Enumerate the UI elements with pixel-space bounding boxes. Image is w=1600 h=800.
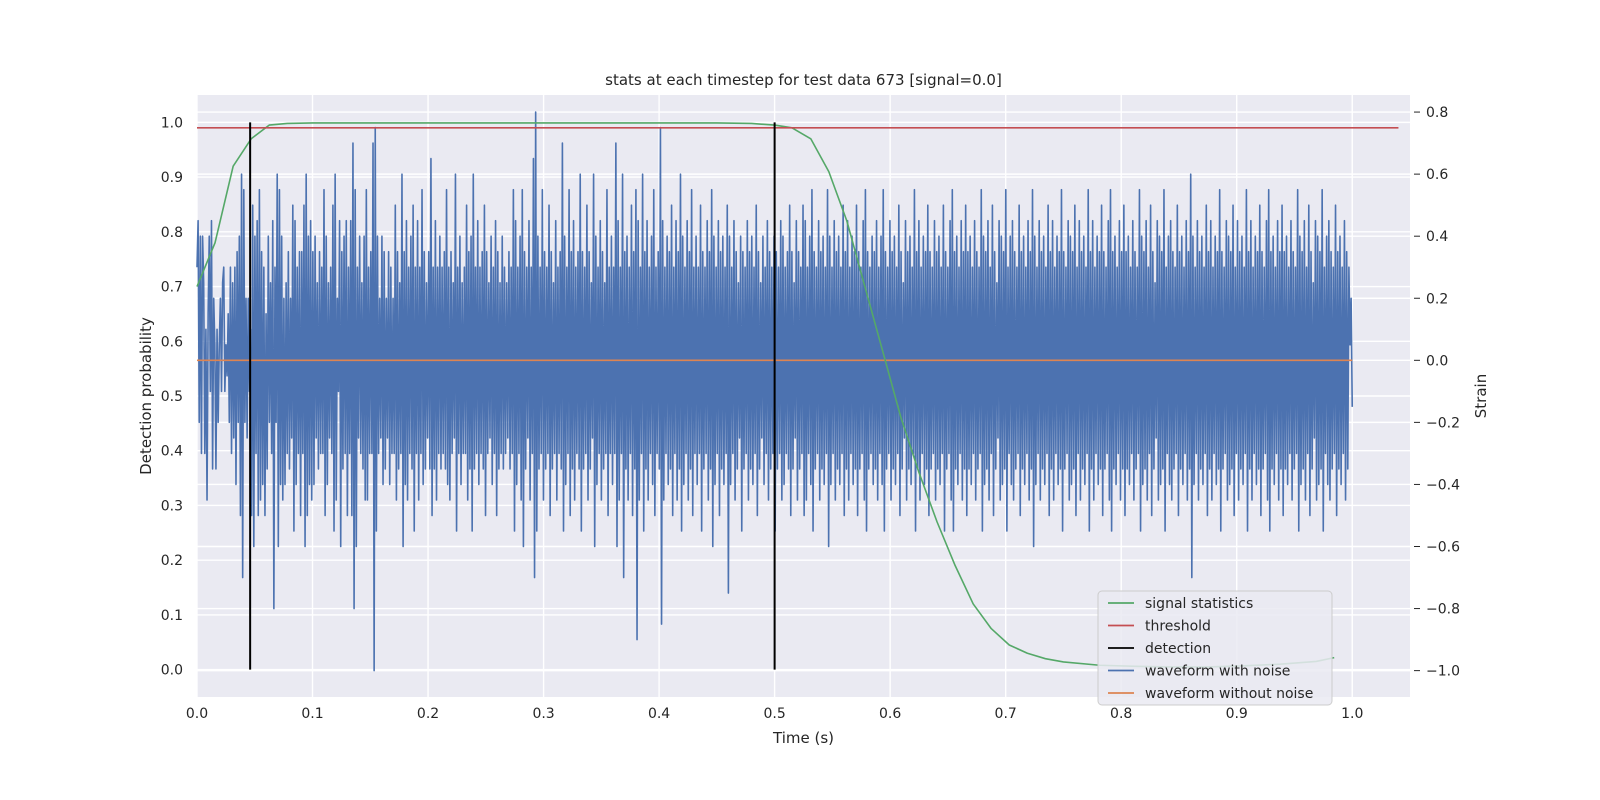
y-left-tick-label: 0.6 [161, 334, 183, 350]
legend-label: threshold [1145, 619, 1211, 635]
legend-label: waveform with noise [1145, 664, 1290, 680]
legend-frame [1097, 590, 1333, 706]
chart-title: stats at each timestep for test data 673… [605, 71, 1002, 89]
x-tick-label: 0.7 [995, 706, 1017, 722]
x-tick-label: 0.0 [186, 706, 208, 722]
y-right-tick-label: 0.6 [1426, 167, 1448, 183]
x-tick-label: 0.1 [301, 706, 323, 722]
x-tick-label: 0.9 [1226, 706, 1248, 722]
legend-label: signal statistics [1145, 596, 1253, 612]
y-left-tick-label: 0.7 [161, 280, 183, 296]
y-left-tick-label: 0.3 [161, 498, 183, 514]
x-tick-label: 0.4 [648, 706, 670, 722]
x-tick-label: 0.6 [879, 706, 901, 722]
y-right-tick-label: −0.6 [1426, 540, 1460, 556]
y-left-tick-label: 0.2 [161, 553, 183, 569]
x-axis-title: Time (s) [772, 729, 834, 747]
x-tick-label: 0.3 [532, 706, 554, 722]
x-tick-label: 0.8 [1110, 706, 1132, 722]
y-left-tick-label: 0.5 [161, 389, 183, 405]
y-right-tick-label: 0.8 [1426, 105, 1448, 121]
y-left-tick-label: 0.4 [161, 444, 183, 460]
y-left-axis-title: Detection probability [137, 317, 155, 475]
y-right-tick-label: −0.2 [1426, 415, 1460, 431]
y-right-tick-label: −0.4 [1426, 477, 1460, 493]
legend: signal statistics threshold detection wavef… [1097, 590, 1333, 706]
y-right-tick-label: 0.0 [1426, 353, 1448, 369]
legend-label: detection [1145, 641, 1211, 657]
y-right-axis-title: Strain [1472, 374, 1490, 418]
y-left-tick-label: 0.8 [161, 225, 183, 241]
y-right-tick-label: −1.0 [1426, 664, 1460, 680]
y-right-tick-label: 0.4 [1426, 229, 1448, 245]
y-right-tick-label: 0.2 [1426, 291, 1448, 307]
y-left-tick-label: 0.0 [161, 663, 183, 679]
y-left-tick-label: 0.9 [161, 170, 183, 186]
x-tick-label: 0.2 [417, 706, 439, 722]
y-left-tick-label: 0.1 [161, 608, 183, 624]
x-tick-label: 1.0 [1341, 706, 1363, 722]
legend-label: waveform without noise [1145, 686, 1313, 702]
ticks-layer: 0.0 0.1 0.2 0.3 0.4 0.5 0.6 0.7 0.8 0.9 1.0 0.0 0.1 0… [161, 105, 1460, 722]
y-left-tick-label: 1.0 [161, 115, 183, 131]
x-tick-label: 0.5 [763, 706, 785, 722]
y-right-tick-label: −0.8 [1426, 602, 1460, 618]
